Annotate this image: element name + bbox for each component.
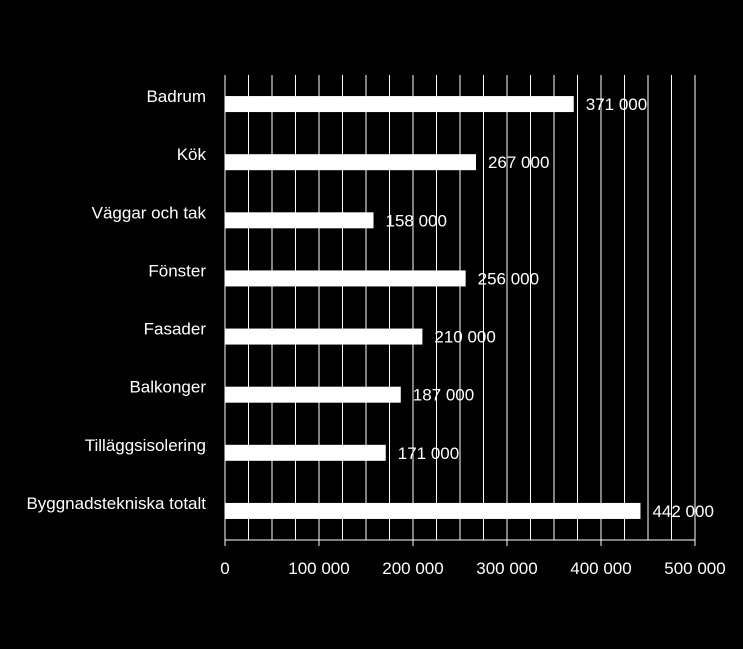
x-tick-label: 300 000: [476, 559, 537, 578]
bar: [225, 444, 386, 461]
bar: [225, 328, 423, 345]
bar: [225, 502, 641, 519]
value-label: 442 000: [652, 502, 713, 521]
category-label: Väggar och tak: [92, 203, 207, 222]
category-label: Byggnadstekniska totalt: [26, 494, 206, 513]
x-axis: 0 100 000 200 000 300 000 400 000 500 000: [220, 75, 726, 578]
x-tick-label: 500 000: [664, 559, 725, 578]
category-label: Fönster: [148, 261, 206, 280]
category-label: Balkonger: [129, 378, 206, 397]
bar: [225, 154, 476, 171]
bar: [225, 212, 374, 229]
value-label: 371 000: [586, 95, 647, 114]
bar: [225, 386, 401, 403]
value-labels: 371 000 267 000 158 000 256 000 210 000 187 0…: [386, 95, 714, 521]
gridlines: [248, 75, 696, 540]
bars: [225, 96, 641, 519]
category-label: Kök: [177, 145, 207, 164]
value-label: 158 000: [386, 211, 447, 230]
category-labels: Badrum Kök Väggar och tak Fönster Fasader Bal…: [26, 87, 206, 513]
x-tick-label: 400 000: [570, 559, 631, 578]
value-label: 187 000: [413, 386, 474, 405]
category-label: Fasader: [144, 320, 207, 339]
value-label: 256 000: [478, 269, 539, 288]
category-label: Badrum: [146, 87, 206, 106]
value-label: 267 000: [488, 153, 549, 172]
x-tick-label: 200 000: [382, 559, 443, 578]
value-label: 210 000: [434, 328, 495, 347]
value-label: 171 000: [398, 444, 459, 463]
category-label: Tilläggsisolering: [85, 436, 206, 455]
x-tick-label: 100 000: [288, 559, 349, 578]
x-tick-label: 0: [220, 559, 229, 578]
bar: [225, 96, 574, 113]
bar: [225, 270, 466, 287]
